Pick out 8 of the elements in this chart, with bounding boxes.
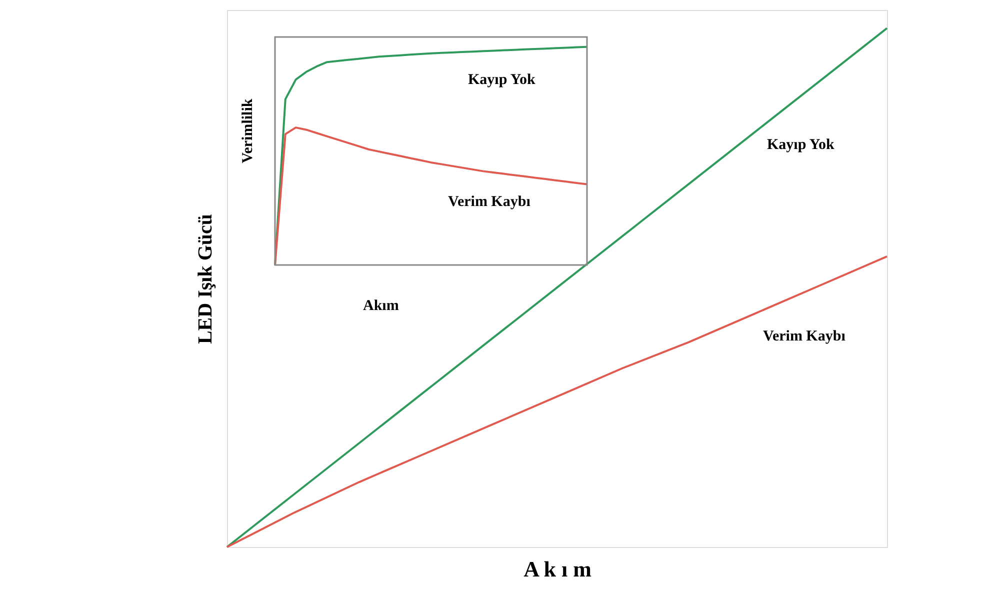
x-axis-title: Akım: [363, 298, 400, 314]
y-axis-title: LED Işık Gücü: [194, 214, 216, 344]
series-label: Verim Kaybı: [448, 194, 530, 210]
x-axis-title: A k ı m: [524, 556, 592, 582]
series-label: Kayıp Yok: [468, 72, 536, 88]
y-axis-title: Verimlilik: [240, 98, 256, 164]
series-label: Kayıp Yok: [767, 136, 836, 153]
series-label: Verim Kaybı: [763, 328, 846, 345]
